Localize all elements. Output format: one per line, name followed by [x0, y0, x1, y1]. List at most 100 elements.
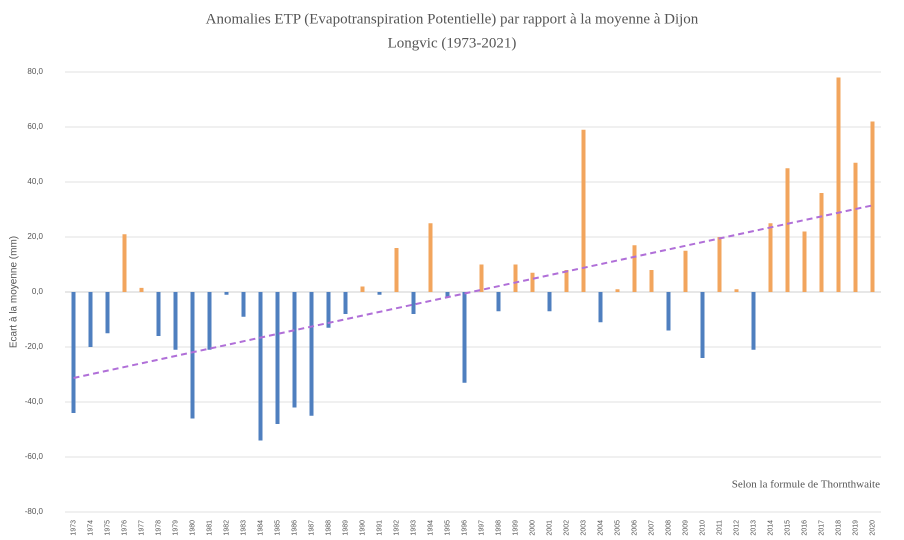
- bar: [598, 292, 603, 323]
- bar: [513, 264, 518, 292]
- bar: [156, 292, 161, 336]
- bar: [428, 223, 433, 292]
- x-tick-label: 1983: [240, 520, 247, 536]
- bar: [139, 287, 144, 292]
- bar: [700, 292, 705, 358]
- bar: [870, 121, 875, 292]
- bar: [836, 77, 841, 292]
- x-tick-label: 2018: [835, 520, 842, 536]
- annotation: Selon la formule de Thornthwaite: [732, 479, 880, 491]
- bar: [479, 264, 484, 292]
- bar: [71, 292, 76, 413]
- bar: [326, 292, 331, 328]
- bar: [632, 245, 637, 292]
- x-tick-label: 2000: [529, 520, 536, 536]
- x-tick-label: 1982: [223, 520, 230, 536]
- x-tick-label: 1993: [410, 520, 417, 536]
- x-tick-label: 2015: [784, 520, 791, 536]
- x-tick-label: 2001: [546, 520, 553, 536]
- x-tick-label: 1991: [376, 520, 383, 536]
- x-tick-label: 2007: [648, 520, 655, 536]
- x-tick-label: 2017: [818, 520, 825, 536]
- bar: [462, 292, 467, 383]
- bar: [615, 289, 620, 292]
- x-tick-label: 1996: [461, 520, 468, 536]
- x-tick-label: 1979: [172, 520, 179, 536]
- bar: [241, 292, 246, 317]
- x-tick-label: 1989: [342, 520, 349, 536]
- bar: [207, 292, 212, 350]
- bar: [564, 270, 569, 292]
- x-tick-label: 1981: [206, 520, 213, 536]
- y-tick-label: 20,0: [27, 232, 43, 241]
- x-tick-label: 2016: [801, 520, 808, 536]
- x-tick-label: 2014: [767, 520, 774, 536]
- x-tick-label: 1974: [87, 520, 94, 536]
- bar: [411, 292, 416, 314]
- y-tick-label: -20,0: [25, 342, 44, 351]
- bar: [717, 237, 722, 292]
- chart-title: Longvic (1973-2021): [388, 35, 517, 51]
- x-tick-label: 1990: [359, 520, 366, 536]
- x-tick-label: 2020: [869, 520, 876, 536]
- bar: [683, 250, 688, 292]
- x-tick-label: 2009: [682, 520, 689, 536]
- bar: [105, 292, 110, 334]
- trendline: [73, 204, 873, 379]
- x-tick-label: 1992: [393, 520, 400, 536]
- x-tick-label: 1994: [427, 520, 434, 536]
- x-tick-label: 2004: [597, 520, 604, 536]
- x-tick-label: 1978: [155, 520, 162, 536]
- bar: [343, 292, 348, 314]
- x-tick-label: 2019: [852, 520, 859, 536]
- bar: [530, 272, 535, 292]
- y-axis-label: Ecart à la moyenne (mm): [9, 236, 20, 348]
- y-tick-label: -40,0: [25, 397, 44, 406]
- bar: [819, 193, 824, 292]
- x-tick-label: 1986: [291, 520, 298, 536]
- y-tick-label: 0,0: [32, 287, 44, 296]
- bar: [190, 292, 195, 419]
- bar: [547, 292, 552, 312]
- x-tick-label: 2006: [631, 520, 638, 536]
- x-tick-label: 1976: [121, 520, 128, 536]
- x-tick-label: 2005: [614, 520, 621, 536]
- x-tick-label: 1977: [138, 520, 145, 536]
- bar: [360, 286, 365, 292]
- bar: [581, 129, 586, 292]
- x-tick-label: 1988: [325, 520, 332, 536]
- x-tick-label: 2011: [716, 520, 723, 535]
- x-tick-label: 1987: [308, 520, 315, 536]
- bar: [258, 292, 263, 441]
- x-tick-label: 2012: [733, 520, 740, 536]
- bar: [853, 162, 858, 292]
- bar: [496, 292, 501, 312]
- bar: [785, 168, 790, 292]
- x-tick-label: 1998: [495, 520, 502, 536]
- bar: [394, 248, 399, 292]
- x-tick-label: 1995: [444, 520, 451, 536]
- x-tick-label: 2003: [580, 520, 587, 536]
- bar: [88, 292, 93, 347]
- x-tick-label: 1999: [512, 520, 519, 536]
- x-tick-label: 1985: [274, 520, 281, 536]
- y-tick-label: -80,0: [25, 507, 44, 516]
- bar: [275, 292, 280, 424]
- bar: [173, 292, 178, 350]
- bar: [309, 292, 314, 416]
- chart-title: Anomalies ETP (Evapotranspiration Potent…: [206, 11, 699, 27]
- bar: [802, 231, 807, 292]
- x-tick-label: 1980: [189, 520, 196, 536]
- y-tick-label: 40,0: [27, 177, 43, 186]
- x-tick-label: 1973: [70, 520, 77, 536]
- bar: [377, 292, 382, 295]
- y-tick-label: 80,0: [27, 67, 43, 76]
- y-tick-label: 60,0: [27, 122, 43, 131]
- bar: [122, 234, 127, 292]
- x-tick-label: 2010: [699, 520, 706, 536]
- bar: [768, 223, 773, 292]
- bar: [666, 292, 671, 331]
- x-tick-label: 2013: [750, 520, 757, 536]
